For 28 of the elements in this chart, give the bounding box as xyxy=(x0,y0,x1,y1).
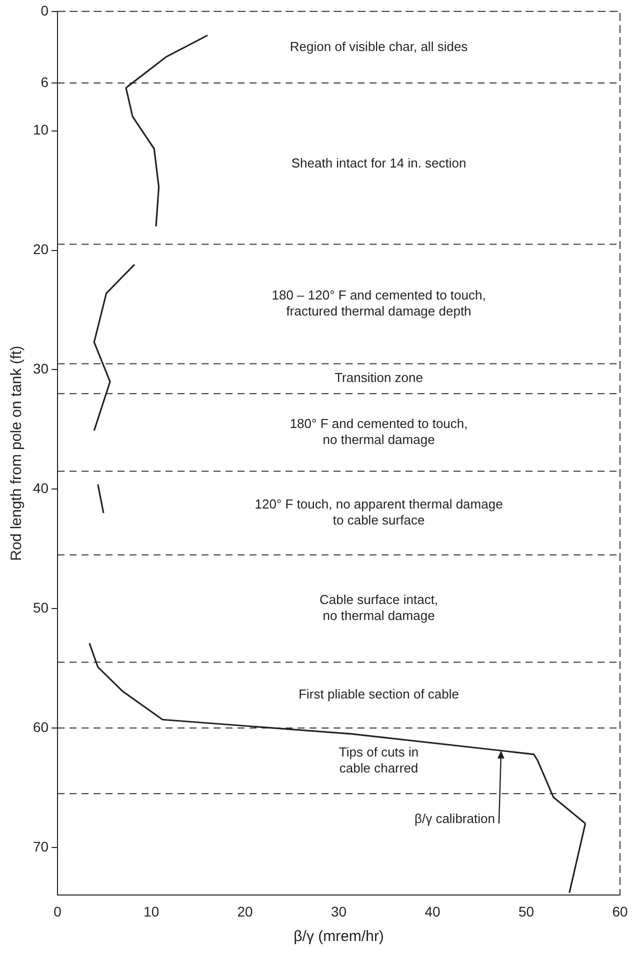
annotation: 120° F touch, no apparent thermal damage to cable surface xyxy=(254,496,503,528)
annotation: 180 – 120° F and cemented to touch, fractured thermal damage depth xyxy=(272,288,486,319)
y-tick-label: 0 xyxy=(40,2,49,18)
x-axis-title: β/γ (mrem/hr) xyxy=(294,928,384,946)
y-tick-label: 50 xyxy=(32,599,49,616)
y-tick-label: 30 xyxy=(32,360,49,377)
annotation: β/γ calibration xyxy=(414,811,495,826)
annotation: Sheath intact for 14 in. section xyxy=(291,155,466,170)
y-tick-label: 20 xyxy=(32,241,49,258)
x-tick-label: 40 xyxy=(424,903,441,920)
x-tick-label: 60 xyxy=(612,903,628,920)
y-axis-title: Rod length from pole on tank (ft) xyxy=(8,346,26,561)
x-tick-label: 30 xyxy=(330,903,347,920)
y-tick-label: 6 xyxy=(40,74,49,90)
x-tick-label: 20 xyxy=(237,903,254,920)
annotation: 180° F and cemented to touch, no thermal damage xyxy=(290,416,468,447)
annotation: First pliable section of cable xyxy=(298,686,459,702)
y-tick-label: 10 xyxy=(32,122,49,138)
annotation: Region of visible char, all sides xyxy=(290,38,468,54)
annotation: Transition zone xyxy=(334,370,423,386)
annotation: Tips of cuts in cable charred xyxy=(338,744,419,776)
y-tick-label: 70 xyxy=(32,838,49,854)
x-tick-label: 50 xyxy=(518,903,534,920)
y-tick-label: 60 xyxy=(32,718,49,735)
annotation: Cable surface intact, no thermal damage xyxy=(320,592,438,624)
x-tick-label: 0 xyxy=(54,903,62,920)
y-tick-label: 40 xyxy=(32,480,49,496)
x-tick-label: 10 xyxy=(144,903,160,920)
